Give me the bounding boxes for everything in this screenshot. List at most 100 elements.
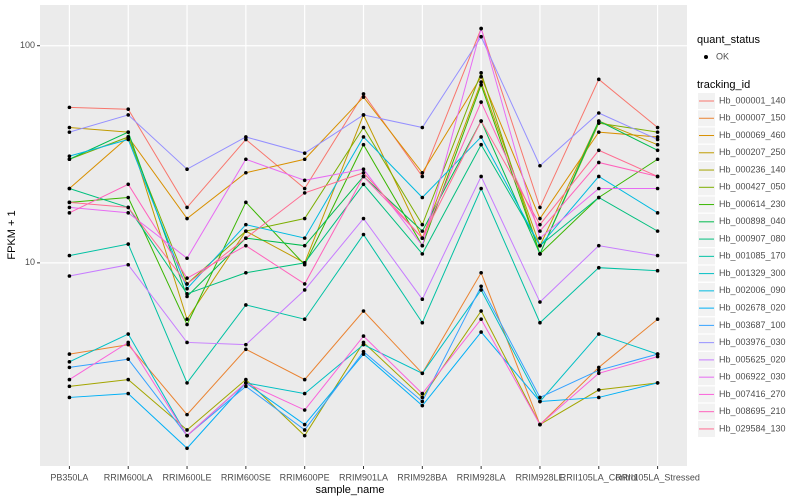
data-point [126, 340, 131, 345]
data-point [596, 388, 601, 392]
data-point [126, 357, 131, 362]
legend-label: Hb_000614_230 [719, 199, 786, 209]
data-point [420, 395, 425, 400]
data-point [361, 232, 366, 237]
data-point [185, 317, 189, 322]
data-point [302, 243, 307, 248]
data-point [361, 92, 366, 96]
data-point [596, 111, 601, 115]
legend-label: Hb_000207_250 [719, 147, 786, 157]
data-point [244, 270, 248, 275]
data-point [244, 200, 248, 205]
data-point [361, 349, 366, 354]
data-point [185, 205, 189, 210]
x-tick-label: RRII105LA_Control [560, 472, 638, 482]
data-point [361, 334, 366, 338]
data-point [67, 395, 72, 400]
data-point [67, 274, 72, 278]
data-point [596, 130, 601, 134]
data-point [244, 303, 248, 307]
data-point [244, 243, 248, 248]
data-point [67, 130, 72, 134]
data-point [538, 205, 542, 210]
data-point [479, 284, 483, 289]
legend-label: Hb_000898_040 [719, 216, 786, 226]
data-point [538, 163, 542, 168]
data-point [126, 107, 131, 112]
x-tick-label: RRIM901LA [339, 472, 388, 482]
data-point [596, 332, 601, 336]
data-point [126, 262, 131, 267]
data-point [302, 288, 307, 292]
data-point [67, 186, 72, 191]
data-point [479, 135, 483, 139]
data-point [655, 174, 660, 179]
data-point [67, 384, 72, 389]
legend-label: Hb_000001_140 [719, 95, 786, 105]
data-point [538, 399, 542, 404]
data-point [361, 216, 366, 221]
x-tick-label: RRII105LA_Stressed [615, 472, 700, 482]
legend-label: Hb_029584_130 [719, 423, 786, 433]
data-point [420, 229, 425, 233]
data-point [420, 297, 425, 302]
x-tick-label: PB350LA [50, 472, 88, 482]
data-point [655, 317, 660, 322]
data-point [655, 130, 660, 134]
x-tick-label: RRIM600LA [104, 472, 153, 482]
data-point [538, 252, 542, 256]
data-point [655, 352, 660, 356]
data-point [420, 174, 425, 179]
data-point [302, 377, 307, 382]
data-point [126, 377, 131, 382]
legend-label: Hb_000907_080 [719, 233, 786, 243]
data-point [538, 229, 542, 233]
data-point [244, 342, 248, 347]
data-point [538, 300, 542, 304]
legend-title: tracking_id [697, 79, 750, 91]
legend-label: Hb_000236_140 [719, 164, 786, 174]
x-tick-label: RRIM928BA [397, 472, 447, 482]
data-point [655, 253, 660, 258]
data-point [596, 174, 601, 179]
data-point [126, 332, 131, 336]
data-point [420, 170, 425, 175]
data-point [596, 365, 601, 370]
data-point [185, 340, 189, 345]
y-tick-label: 10 [25, 257, 35, 267]
data-point [244, 222, 248, 227]
data-point [185, 381, 189, 385]
data-point [361, 95, 366, 99]
data-point [479, 142, 483, 147]
x-tick-label: RRIM928LA [457, 472, 506, 482]
x-tick-label: RRIM928LE [515, 472, 564, 482]
data-point [420, 391, 425, 396]
data-point [655, 135, 660, 139]
data-point [479, 317, 483, 322]
data-point [596, 186, 601, 191]
data-point [538, 422, 542, 427]
data-point [67, 105, 72, 110]
data-point [655, 142, 660, 147]
data-point [479, 34, 483, 39]
data-point [655, 354, 660, 359]
data-point [244, 157, 248, 162]
data-point [420, 243, 425, 248]
data-point [244, 137, 248, 142]
data-point [244, 236, 248, 240]
data-point [479, 186, 483, 191]
data-point [361, 125, 366, 130]
data-point [185, 428, 189, 432]
data-point [596, 195, 601, 200]
data-point [185, 446, 189, 451]
x-axis-label: sample_name [315, 484, 384, 496]
data-point [479, 71, 483, 75]
data-point [479, 330, 483, 334]
data-point [185, 412, 189, 417]
data-point [67, 360, 72, 364]
data-point [479, 270, 483, 275]
data-point [302, 157, 307, 162]
x-tick-label: RRIM600LE [163, 472, 212, 482]
x-tick-label: RRIM600SE [221, 472, 271, 482]
